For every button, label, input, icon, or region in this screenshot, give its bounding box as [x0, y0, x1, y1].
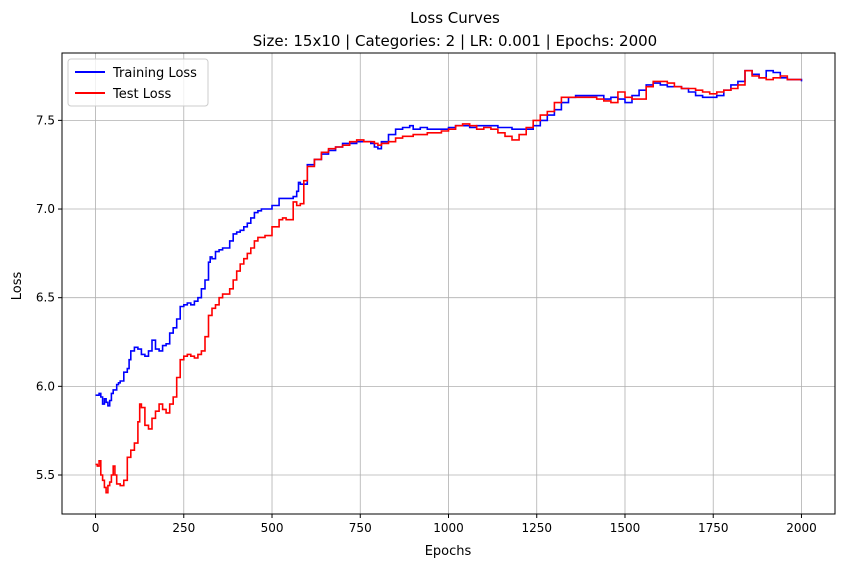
x-tick-label: 1500 — [610, 521, 641, 535]
x-tick-label: 1000 — [433, 521, 464, 535]
y-tick-label: 7.0 — [36, 202, 55, 216]
x-axis-label: Epochs — [425, 544, 472, 559]
series-line-test-loss — [95, 69, 802, 494]
legend-label-test: Test Loss — [112, 87, 171, 102]
x-tick-label: 250 — [172, 521, 195, 535]
grid-layer — [62, 53, 835, 514]
x-tick-label: 1750 — [698, 521, 729, 535]
y-tick-label: 6.0 — [36, 379, 55, 393]
tick-layer: 0 250 500 750 1000 1250 1500 1750 2000 5.5 6.0 6.5 7… — [36, 113, 817, 535]
legend-box — [67, 58, 209, 107]
x-tick-label: 1250 — [521, 521, 552, 535]
x-tick-label: 500 — [261, 521, 284, 535]
y-axis-label: Loss — [10, 272, 25, 301]
x-tick-label: 2000 — [786, 521, 817, 535]
legend: Training Loss Test Loss — [67, 58, 209, 107]
y-tick-label: 6.5 — [36, 291, 55, 305]
y-tick-label: 5.5 — [36, 468, 55, 482]
series-layer — [95, 69, 803, 494]
chart-title: Loss Curves — [410, 9, 500, 27]
x-tick-label: 750 — [349, 521, 372, 535]
legend-label-training: Training Loss — [112, 66, 197, 81]
chart-subtitle: Size: 15x10 | Categories: 2 | LR: 0.001 … — [253, 32, 657, 50]
x-tick-label: 0 — [92, 521, 100, 535]
y-tick-label: 7.5 — [36, 113, 55, 127]
